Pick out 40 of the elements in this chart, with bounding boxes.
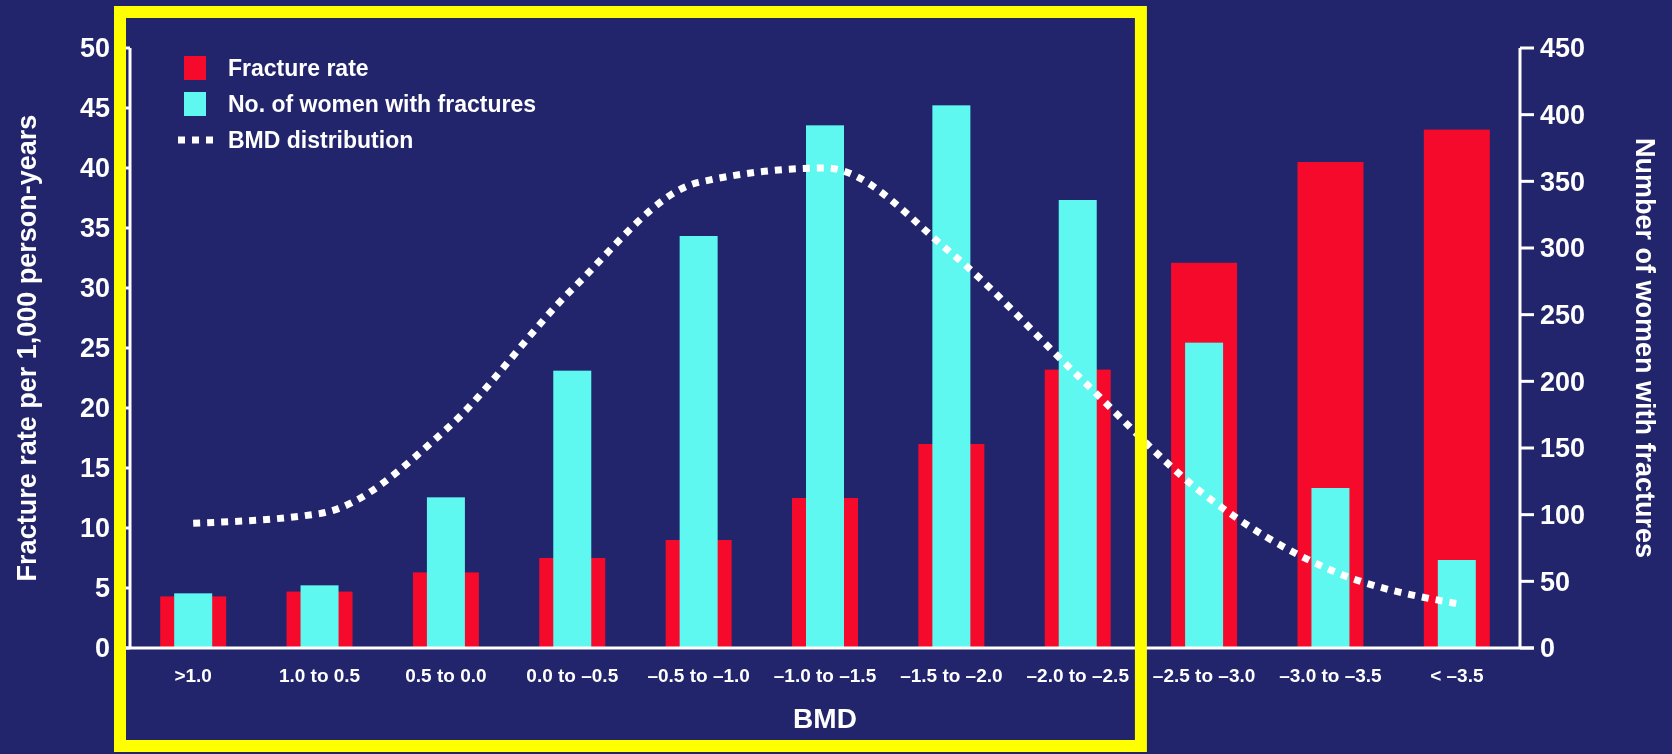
y-tick-label: 5 xyxy=(94,573,110,604)
x-tick-label: –1.5 to –2.0 xyxy=(900,665,1003,686)
y2-tick-label: 50 xyxy=(1540,566,1571,597)
y-tick-label: 30 xyxy=(79,273,110,304)
y-tick-label: 35 xyxy=(79,213,110,244)
y-axis-title: Fracture rate per 1,000 person-years xyxy=(12,114,42,582)
x-tick-label: –2.5 to –3.0 xyxy=(1152,665,1256,686)
y2-tick-label: 200 xyxy=(1540,366,1586,397)
y2-tick-label: 250 xyxy=(1540,300,1586,331)
x-tick-label: –3.0 to –3.5 xyxy=(1279,665,1383,686)
y2-tick-label: 100 xyxy=(1540,500,1586,531)
y-tick-label: 40 xyxy=(79,153,110,184)
y2-tick-label: 0 xyxy=(1540,633,1556,664)
legend-label: BMD distribution xyxy=(228,127,414,154)
y-tick-label: 10 xyxy=(79,513,110,544)
x-axis-title: BMD xyxy=(793,703,857,734)
y-tick-label: 45 xyxy=(79,93,110,124)
bar xyxy=(1437,560,1476,648)
y2-axis-title: Number of women with fractures xyxy=(1630,137,1660,559)
y2-tick-label: 150 xyxy=(1540,433,1586,464)
y2-tick-label: 400 xyxy=(1540,100,1586,131)
legend-label: Fracture rate xyxy=(228,55,369,82)
x-tick-label: >1.0 xyxy=(174,665,212,686)
x-tick-label: –0.5 to –1.0 xyxy=(647,665,750,686)
x-tick-label: 0.5 to 0.0 xyxy=(405,665,487,686)
bar xyxy=(1311,488,1350,648)
x-tick-label: –2.0 to –2.5 xyxy=(1026,665,1130,686)
x-tick-label: –1.0 to –1.5 xyxy=(773,665,877,686)
x-tick-label: 1.0 to 0.5 xyxy=(278,665,361,686)
y2-tick-label: 350 xyxy=(1540,166,1586,197)
x-tick-label: 0.0 to –0.5 xyxy=(526,665,619,686)
y-tick-label: 50 xyxy=(79,33,110,64)
x-tick-label: < –3.5 xyxy=(1430,665,1484,686)
y2-tick-label: 300 xyxy=(1540,233,1586,264)
legend-label: No. of women with fractures xyxy=(228,91,536,118)
y2-tick-label: 450 xyxy=(1540,33,1586,64)
y-tick-label: 0 xyxy=(94,633,110,664)
y-tick-label: 20 xyxy=(79,393,110,424)
y-tick-label: 15 xyxy=(79,453,110,484)
y-tick-label: 25 xyxy=(79,333,110,364)
